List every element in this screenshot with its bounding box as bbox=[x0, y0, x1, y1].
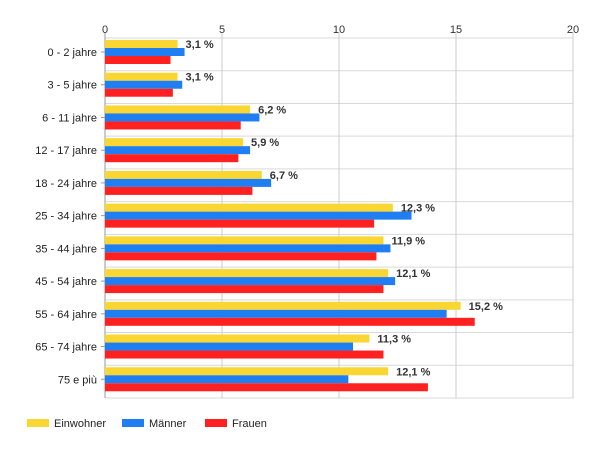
data-label: 6,7 % bbox=[270, 170, 298, 182]
bar-einwohner bbox=[105, 72, 178, 81]
bar-männer bbox=[105, 80, 183, 89]
x-axis-ticks: 0 5 10 15 20 bbox=[102, 24, 579, 36]
bar-frauen bbox=[105, 56, 171, 64]
category-label: 25 - 34 jahre bbox=[35, 211, 97, 223]
bar-frauen bbox=[105, 285, 384, 294]
legend-label: Frauen bbox=[232, 418, 267, 430]
bar-frauen bbox=[105, 121, 241, 130]
x-tick-label: 5 bbox=[219, 24, 225, 36]
legend-swatch-frauen bbox=[205, 419, 227, 427]
data-label: 3,1 % bbox=[186, 39, 214, 51]
bar-einwohner bbox=[105, 236, 384, 245]
bar-frauen bbox=[105, 219, 375, 228]
category-label: 45 - 54 jahre bbox=[35, 276, 97, 288]
bar-einwohner bbox=[105, 40, 178, 48]
legend-swatch-männer bbox=[122, 419, 144, 427]
legend-label: Einwohner bbox=[54, 418, 106, 430]
category-label: 6 - 11 jahre bbox=[42, 112, 97, 124]
data-label: 3,1 % bbox=[186, 72, 214, 84]
data-label: 15,2 % bbox=[469, 301, 503, 313]
data-label: 12,1 % bbox=[396, 268, 430, 280]
bar-männer bbox=[105, 178, 272, 187]
data-label: 5,9 % bbox=[251, 137, 279, 149]
bar-frauen bbox=[105, 154, 239, 163]
bar-frauen bbox=[105, 252, 377, 261]
bar-männer bbox=[105, 375, 349, 384]
bar-frauen bbox=[105, 383, 428, 392]
bar-männer bbox=[105, 309, 447, 318]
category-label: 12 - 17 jahre bbox=[35, 145, 97, 157]
legend-swatch-einwohner bbox=[27, 419, 49, 427]
bars bbox=[105, 40, 475, 392]
bar-männer bbox=[105, 146, 251, 155]
bar-einwohner bbox=[105, 170, 262, 179]
bar-männer bbox=[105, 342, 354, 351]
category-label: 55 - 64 jahre bbox=[35, 309, 97, 321]
bar-frauen bbox=[105, 350, 384, 359]
bar-männer bbox=[105, 211, 412, 220]
bar-einwohner bbox=[105, 301, 461, 310]
data-label: 6,2 % bbox=[258, 104, 286, 116]
bar-einwohner bbox=[105, 138, 244, 147]
legend: Einwohner Männer Frauen bbox=[27, 418, 267, 430]
bar-einwohner bbox=[105, 334, 370, 343]
bar-einwohner bbox=[105, 105, 251, 114]
category-label: 65 - 74 jahre bbox=[35, 342, 97, 354]
data-labels: 3,1 % 3,1 % 6,2 % 5,9 % 6,7 % 12,3 % 11,9 % 12,… bbox=[186, 39, 504, 378]
bar-frauen bbox=[105, 88, 173, 97]
x-tick-label: 15 bbox=[450, 24, 462, 36]
bar-einwohner bbox=[105, 203, 393, 212]
data-label: 12,3 % bbox=[401, 203, 435, 215]
bar-männer bbox=[105, 277, 396, 286]
bar-männer bbox=[105, 113, 260, 122]
data-label: 12,1 % bbox=[396, 366, 430, 378]
x-tick-label: 0 bbox=[102, 24, 108, 36]
category-label: 75 e più bbox=[58, 374, 97, 386]
bar-frauen bbox=[105, 186, 253, 195]
x-tick-label: 20 bbox=[567, 24, 579, 36]
category-label: 3 - 5 jahre bbox=[47, 80, 97, 92]
data-label: 11,3 % bbox=[377, 334, 411, 346]
category-label: 0 - 2 jahre bbox=[47, 47, 97, 59]
category-label: 35 - 44 jahre bbox=[35, 243, 97, 255]
category-labels: 0 - 2 jahre 3 - 5 jahre 6 - 11 jahre 12 - 1… bbox=[35, 47, 105, 386]
bar-frauen bbox=[105, 317, 475, 326]
bar-männer bbox=[105, 48, 185, 56]
data-label: 11,9 % bbox=[391, 235, 425, 247]
bar-einwohner bbox=[105, 269, 389, 278]
x-tick-label: 10 bbox=[333, 24, 345, 36]
legend-label: Männer bbox=[149, 418, 187, 430]
bar-männer bbox=[105, 244, 391, 253]
category-label: 18 - 24 jahre bbox=[35, 178, 97, 190]
bar-einwohner bbox=[105, 367, 389, 376]
